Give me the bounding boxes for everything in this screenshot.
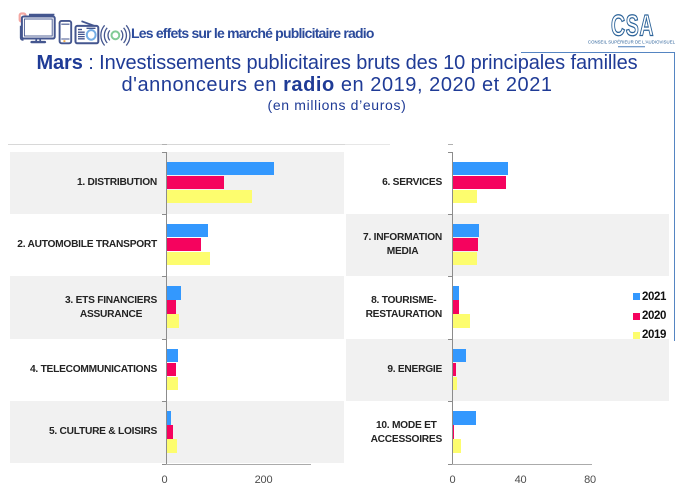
svg-text:CSA: CSA: [611, 9, 654, 42]
svg-text:CONSEIL SUPÉRIEUR DE L'AUDIOVI: CONSEIL SUPÉRIEUR DE L'AUDIOVISUEL: [588, 39, 676, 44]
